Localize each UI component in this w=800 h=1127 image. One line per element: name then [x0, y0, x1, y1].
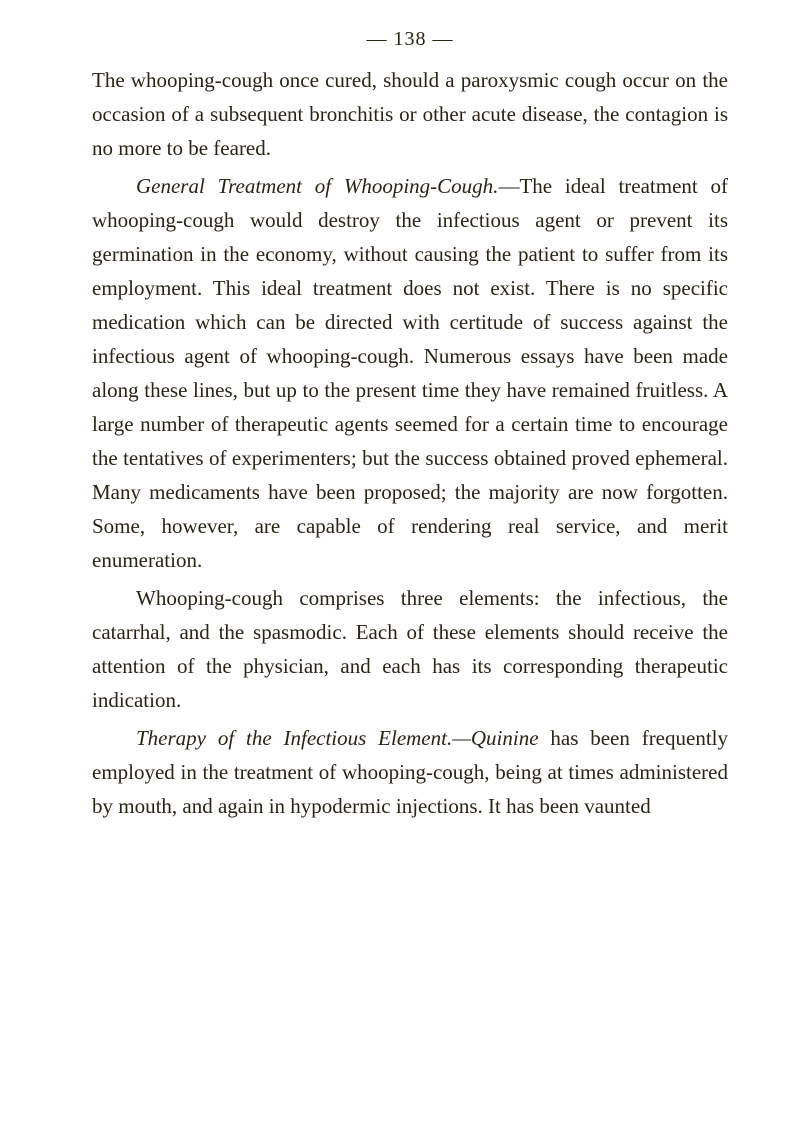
paragraph-4-heading: Therapy of the Infectious Element.—Quini…	[136, 726, 539, 750]
paragraph-4: Therapy of the Infectious Element.—Quini…	[92, 721, 728, 823]
paragraph-3: Whooping-cough comprises three elements:…	[92, 581, 728, 717]
page-number: — 138 —	[92, 28, 728, 51]
paragraph-2: General Treatment of Whooping-Cough.—The…	[92, 169, 728, 577]
paragraph-2-body: —The ideal treatment of whooping-cough w…	[92, 174, 728, 572]
paragraph-2-heading: General Treatment of Whooping-Cough.	[136, 174, 498, 198]
page-container: — 138 — The whooping-cough once cured, s…	[0, 0, 800, 867]
paragraph-1: The whooping-cough once cured, should a …	[92, 63, 728, 165]
